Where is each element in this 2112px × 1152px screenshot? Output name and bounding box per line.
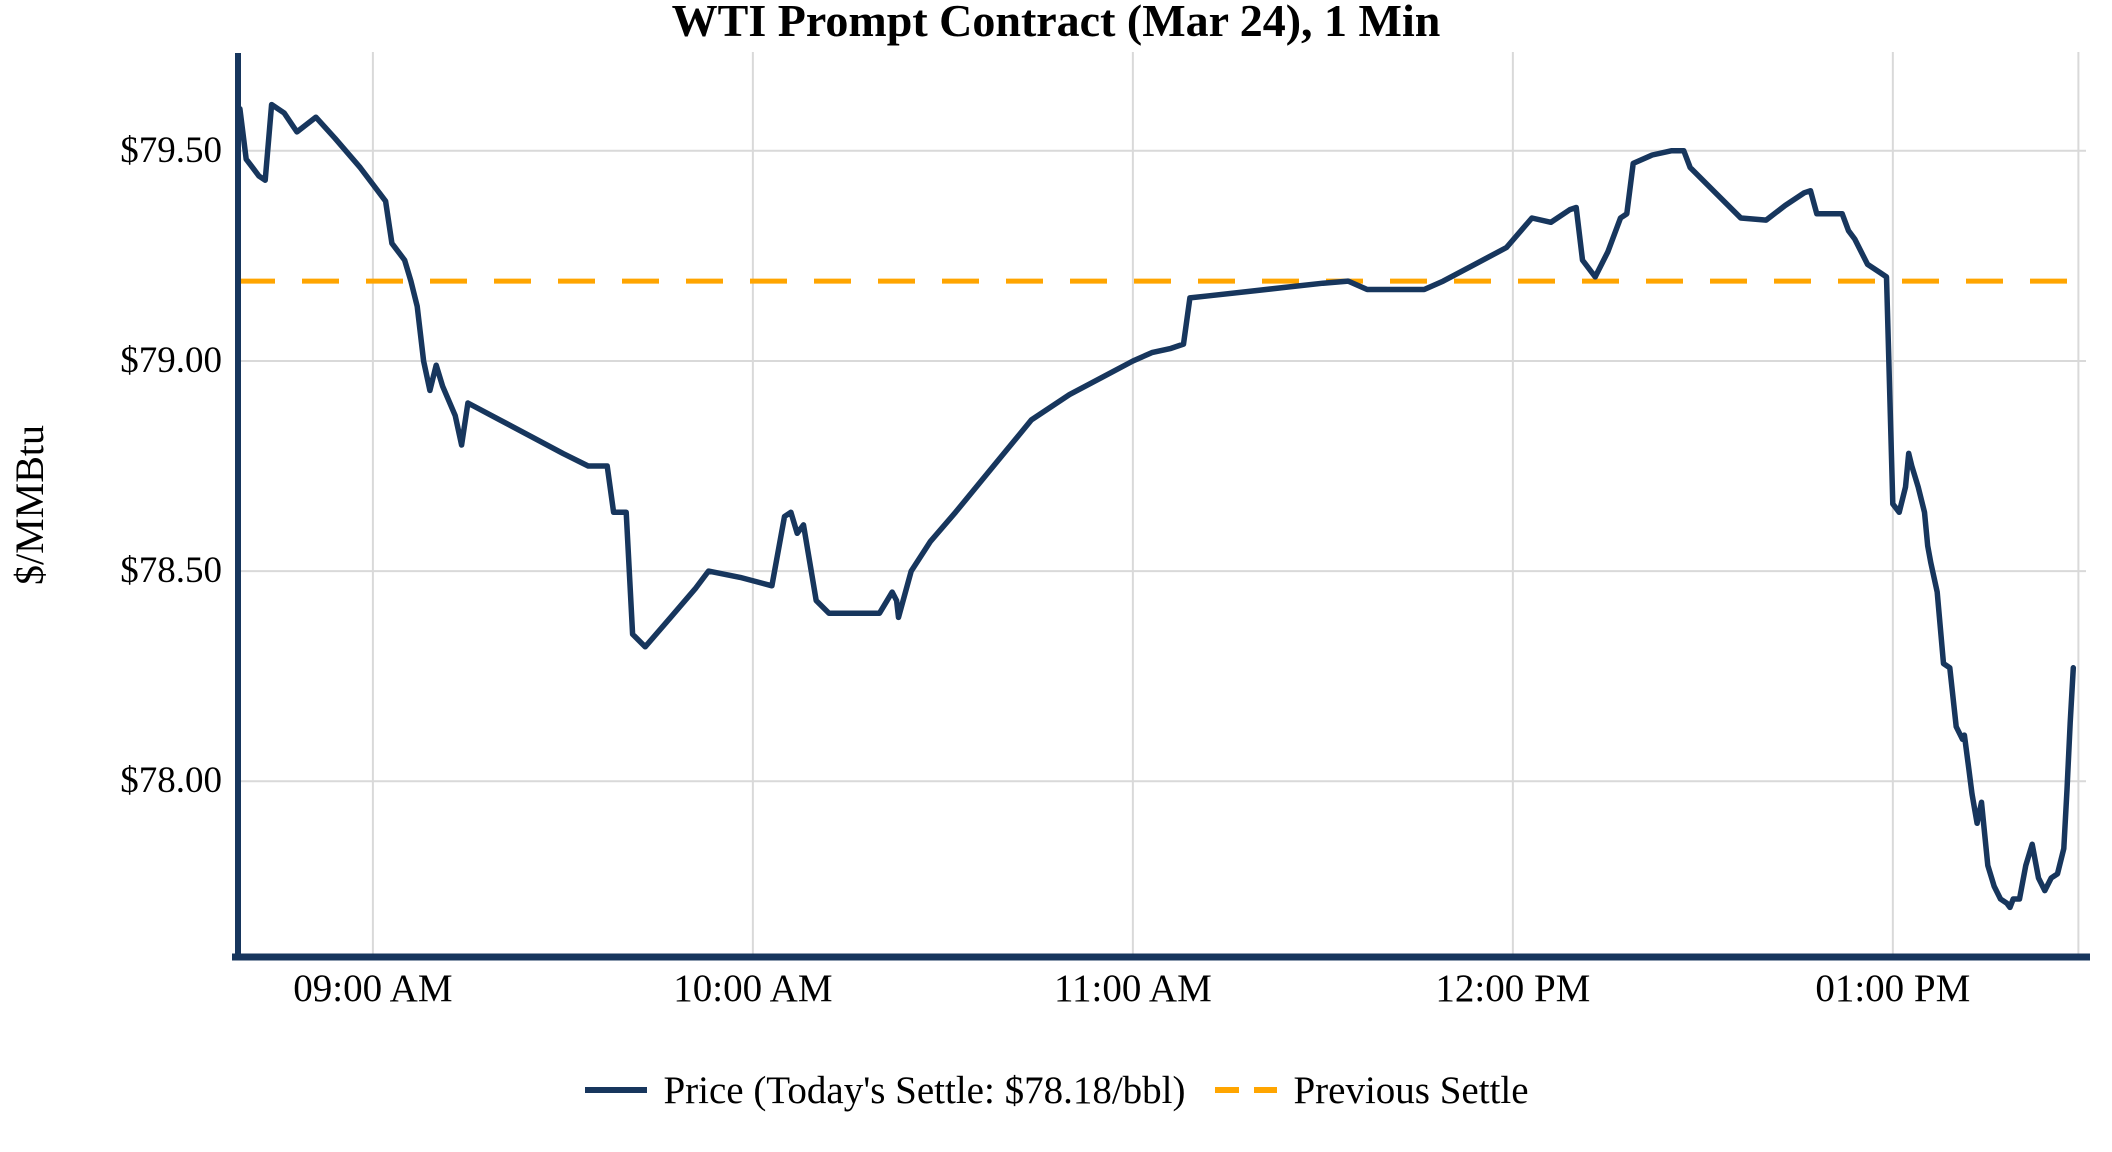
legend-label-settle: Previous Settle [1293, 1068, 1529, 1112]
settle-line-swatch-icon [1215, 1087, 1278, 1093]
chart-title: WTI Prompt Contract (Mar 24), 1 Min [671, 0, 1441, 46]
legend-item-price: Price (Today's Settle: $78.18/bbl) [583, 1068, 1185, 1113]
x-tick-label: 09:00 AM [293, 967, 453, 1010]
legend-item-settle: Previous Settle [1213, 1068, 1529, 1113]
y-tick-label: $79.50 [120, 129, 222, 171]
x-tick-label: 10:00 AM [673, 967, 833, 1010]
x-tick-label: 12:00 PM [1435, 967, 1591, 1010]
x-tick-label: 11:00 AM [1053, 967, 1212, 1010]
y-tick-label: $79.00 [120, 339, 222, 381]
y-tick-label: $78.50 [120, 550, 222, 592]
legend: Price (Today's Settle: $78.18/bbl) Previ… [0, 1062, 2112, 1118]
x-tick-label: 01:00 PM [1815, 967, 1971, 1010]
price-line [237, 101, 2077, 911]
y-tick-label: $78.00 [120, 760, 222, 802]
legend-label-price: Price (Today's Settle: $78.18/bbl) [663, 1068, 1186, 1112]
price-line-swatch-icon [585, 1087, 648, 1093]
